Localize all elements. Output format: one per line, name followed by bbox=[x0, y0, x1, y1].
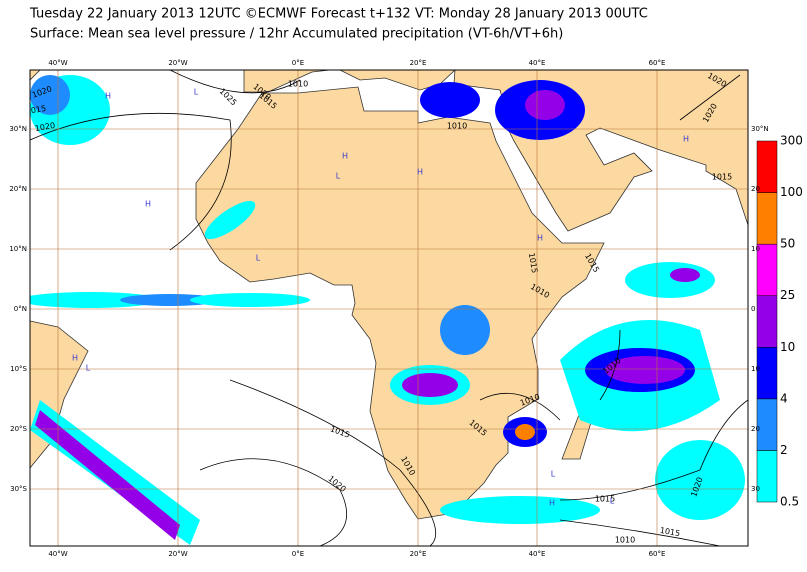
colorbar-label: 25 bbox=[780, 288, 795, 302]
lat-label-left: 30°N bbox=[9, 125, 27, 133]
isobar-label: 1010 bbox=[615, 536, 635, 545]
isobar-label: 1015 bbox=[25, 104, 47, 116]
lon-label-top: 20°W bbox=[168, 59, 187, 67]
colorbar-swatch bbox=[756, 140, 778, 193]
lon-label-top: 60°E bbox=[649, 59, 666, 67]
isobar-label: 1015 bbox=[659, 526, 681, 538]
pressure-center: H bbox=[537, 234, 543, 243]
lat-label-left: 20°S bbox=[10, 425, 27, 433]
isobar-label: 1020 bbox=[34, 121, 56, 133]
precipitation bbox=[30, 75, 745, 545]
pressure-center: H bbox=[417, 168, 423, 177]
pressure-center: L bbox=[551, 470, 556, 479]
lon-label-bottom: 20°W bbox=[168, 550, 187, 558]
colorbar-swatch bbox=[756, 192, 778, 245]
isobar-label: 1015 bbox=[527, 252, 539, 274]
colorbar-label: 2 bbox=[780, 443, 788, 457]
lon-label-top: 20°E bbox=[410, 59, 427, 67]
lon-label-bottom: 60°E bbox=[649, 550, 666, 558]
lat-label-left: 10°S bbox=[10, 365, 27, 373]
lat-label-left: 10°N bbox=[9, 245, 27, 253]
lon-label-bottom: 40°E bbox=[529, 550, 546, 558]
europe bbox=[243, 70, 456, 93]
pressure-center: L bbox=[336, 172, 341, 181]
lat-label-right: 20 bbox=[751, 185, 760, 193]
lon-label-top: 0°E bbox=[292, 59, 304, 67]
lat-label-right: 10 bbox=[751, 365, 760, 373]
pressure-center: L bbox=[610, 497, 615, 506]
colorbar-label: 50 bbox=[780, 237, 795, 251]
colorbar-swatch bbox=[756, 398, 778, 451]
pressure-center: H bbox=[549, 499, 555, 508]
graticule bbox=[30, 70, 748, 546]
pressure-center: L bbox=[86, 364, 91, 373]
pressure-center: L bbox=[256, 254, 261, 263]
lat-label-right: 30 bbox=[751, 485, 760, 493]
pressure-center: H bbox=[72, 354, 78, 363]
isobar-label: 1010 bbox=[447, 122, 467, 131]
lat-label-left: 20°N bbox=[9, 185, 27, 193]
lat-label-right: 10 bbox=[751, 245, 760, 253]
colorbar-label: 100 bbox=[780, 185, 803, 199]
lon-label-bottom: 0°E bbox=[292, 550, 304, 558]
pressure-center: H bbox=[145, 200, 151, 209]
map-frame bbox=[29, 69, 749, 547]
lat-label-right: 20 bbox=[751, 425, 760, 433]
isobars bbox=[30, 70, 748, 546]
pressure-center: L bbox=[194, 88, 199, 97]
colorbar-swatch bbox=[756, 347, 778, 400]
colorbar-label: 10 bbox=[780, 340, 795, 354]
pressure-center: H bbox=[105, 92, 111, 101]
lon-label-bottom: 20°E bbox=[410, 550, 427, 558]
lat-label-left: 0°N bbox=[14, 305, 27, 313]
lat-label-left: 30°S bbox=[10, 485, 27, 493]
lat-label-right: 0 bbox=[751, 305, 755, 313]
isobar-label: 1015 bbox=[595, 495, 615, 504]
isobar-label: 1010 bbox=[288, 80, 308, 89]
pressure-center: H bbox=[683, 135, 689, 144]
isobar-label: 1015 bbox=[712, 173, 732, 182]
subtitle: Surface: Mean sea level pressure / 12hr … bbox=[30, 27, 563, 42]
lon-label-top: 40°E bbox=[529, 59, 546, 67]
colorbar-label: 0.5 bbox=[780, 495, 799, 509]
colorbar-label: 4 bbox=[780, 391, 788, 405]
colorbar-swatch bbox=[756, 243, 778, 296]
colorbar-swatch bbox=[756, 450, 778, 503]
title: Tuesday 22 January 2013 12UTC ©ECMWF For… bbox=[29, 7, 648, 22]
lon-label-top: 40°W bbox=[48, 59, 67, 67]
lat-label-right: 30°N bbox=[751, 125, 769, 133]
pressure-center: H bbox=[342, 152, 348, 161]
lon-label-bottom: 40°W bbox=[48, 550, 67, 558]
colorbar-label: 300 bbox=[780, 134, 803, 148]
colorbar-swatch bbox=[756, 295, 778, 348]
